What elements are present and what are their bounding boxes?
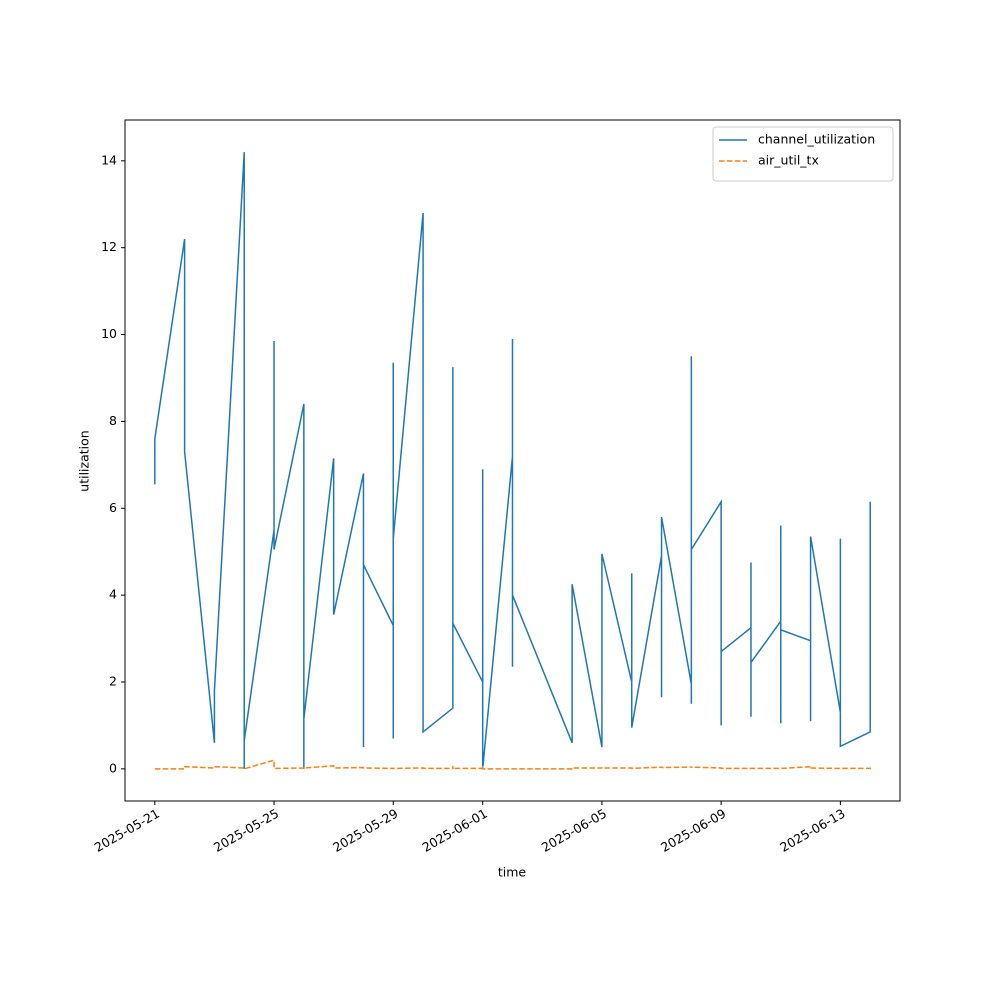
y-tick-label: 4 [109,587,117,602]
x-tick-label: 2025-05-25 [211,806,281,855]
x-axis-label: time [498,865,527,880]
legend-box [712,126,894,182]
x-tick-label: 2025-05-29 [330,806,400,855]
y-tick-label: 8 [109,413,117,428]
x-tick-label: 2025-05-21 [92,806,162,855]
y-tick-label: 0 [109,760,117,775]
y-tick-label: 14 [101,152,117,167]
legend-label: air_util_tx [758,153,819,168]
x-tick-label: 2025-06-05 [539,806,609,855]
legend: channel_utilization air_util_tx [712,126,894,182]
y-tick-label: 2 [109,673,117,688]
x-tick-label: 2025-06-13 [777,806,847,855]
series-line [154,152,871,769]
y-axis-label: utilization [77,430,92,491]
y-tick-label: 10 [101,326,117,341]
series-line [154,759,871,770]
y-tick-label: 6 [109,500,117,515]
x-tick-label: 2025-06-09 [658,806,728,855]
plot-frame [124,119,901,802]
x-tick-label: 2025-06-01 [420,806,490,855]
y-tick-label: 12 [101,239,117,254]
legend-label: channel_utilization [758,132,875,147]
